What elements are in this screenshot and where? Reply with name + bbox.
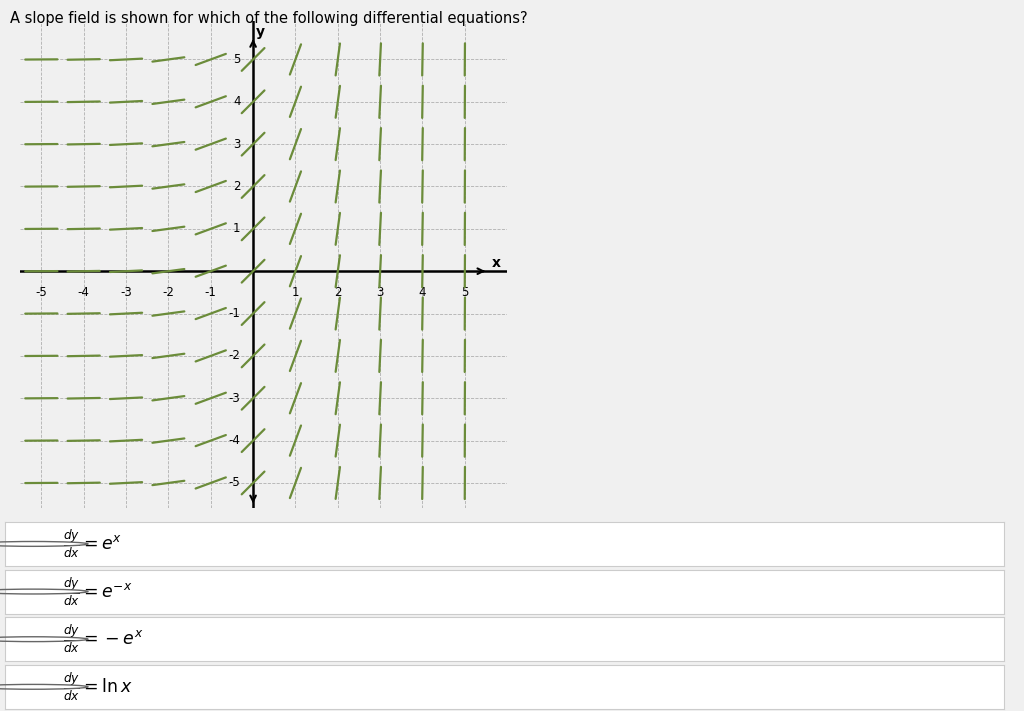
Text: -4: -4 xyxy=(228,434,241,447)
Text: -2: -2 xyxy=(228,349,241,363)
Text: 3: 3 xyxy=(233,138,241,151)
Text: x: x xyxy=(493,256,501,269)
Text: 3: 3 xyxy=(377,286,384,299)
Text: $\frac{dy}{dx} = \ln x$: $\frac{dy}{dx} = \ln x$ xyxy=(63,670,132,703)
Text: 4: 4 xyxy=(232,95,241,108)
Text: -2: -2 xyxy=(163,286,174,299)
Text: -5: -5 xyxy=(36,286,47,299)
Text: 2: 2 xyxy=(334,286,342,299)
Text: -4: -4 xyxy=(78,286,90,299)
Text: A slope field is shown for which of the following differential equations?: A slope field is shown for which of the … xyxy=(10,11,527,26)
Text: 2: 2 xyxy=(232,180,241,193)
Text: $\frac{dy}{dx} = e^{-x}$: $\frac{dy}{dx} = e^{-x}$ xyxy=(63,575,132,608)
Text: -1: -1 xyxy=(205,286,217,299)
Text: 5: 5 xyxy=(461,286,469,299)
Text: -5: -5 xyxy=(228,476,241,489)
Text: -3: -3 xyxy=(120,286,132,299)
Text: y: y xyxy=(256,25,265,39)
Text: 4: 4 xyxy=(419,286,426,299)
Text: $\frac{dy}{dx} = -e^x$: $\frac{dy}{dx} = -e^x$ xyxy=(63,623,143,656)
Text: 1: 1 xyxy=(292,286,299,299)
Text: 1: 1 xyxy=(232,223,241,235)
Text: -3: -3 xyxy=(228,392,241,405)
Text: 5: 5 xyxy=(233,53,241,66)
Text: -1: -1 xyxy=(228,307,241,320)
Text: $\frac{dy}{dx} = e^x$: $\frac{dy}{dx} = e^x$ xyxy=(63,528,122,560)
